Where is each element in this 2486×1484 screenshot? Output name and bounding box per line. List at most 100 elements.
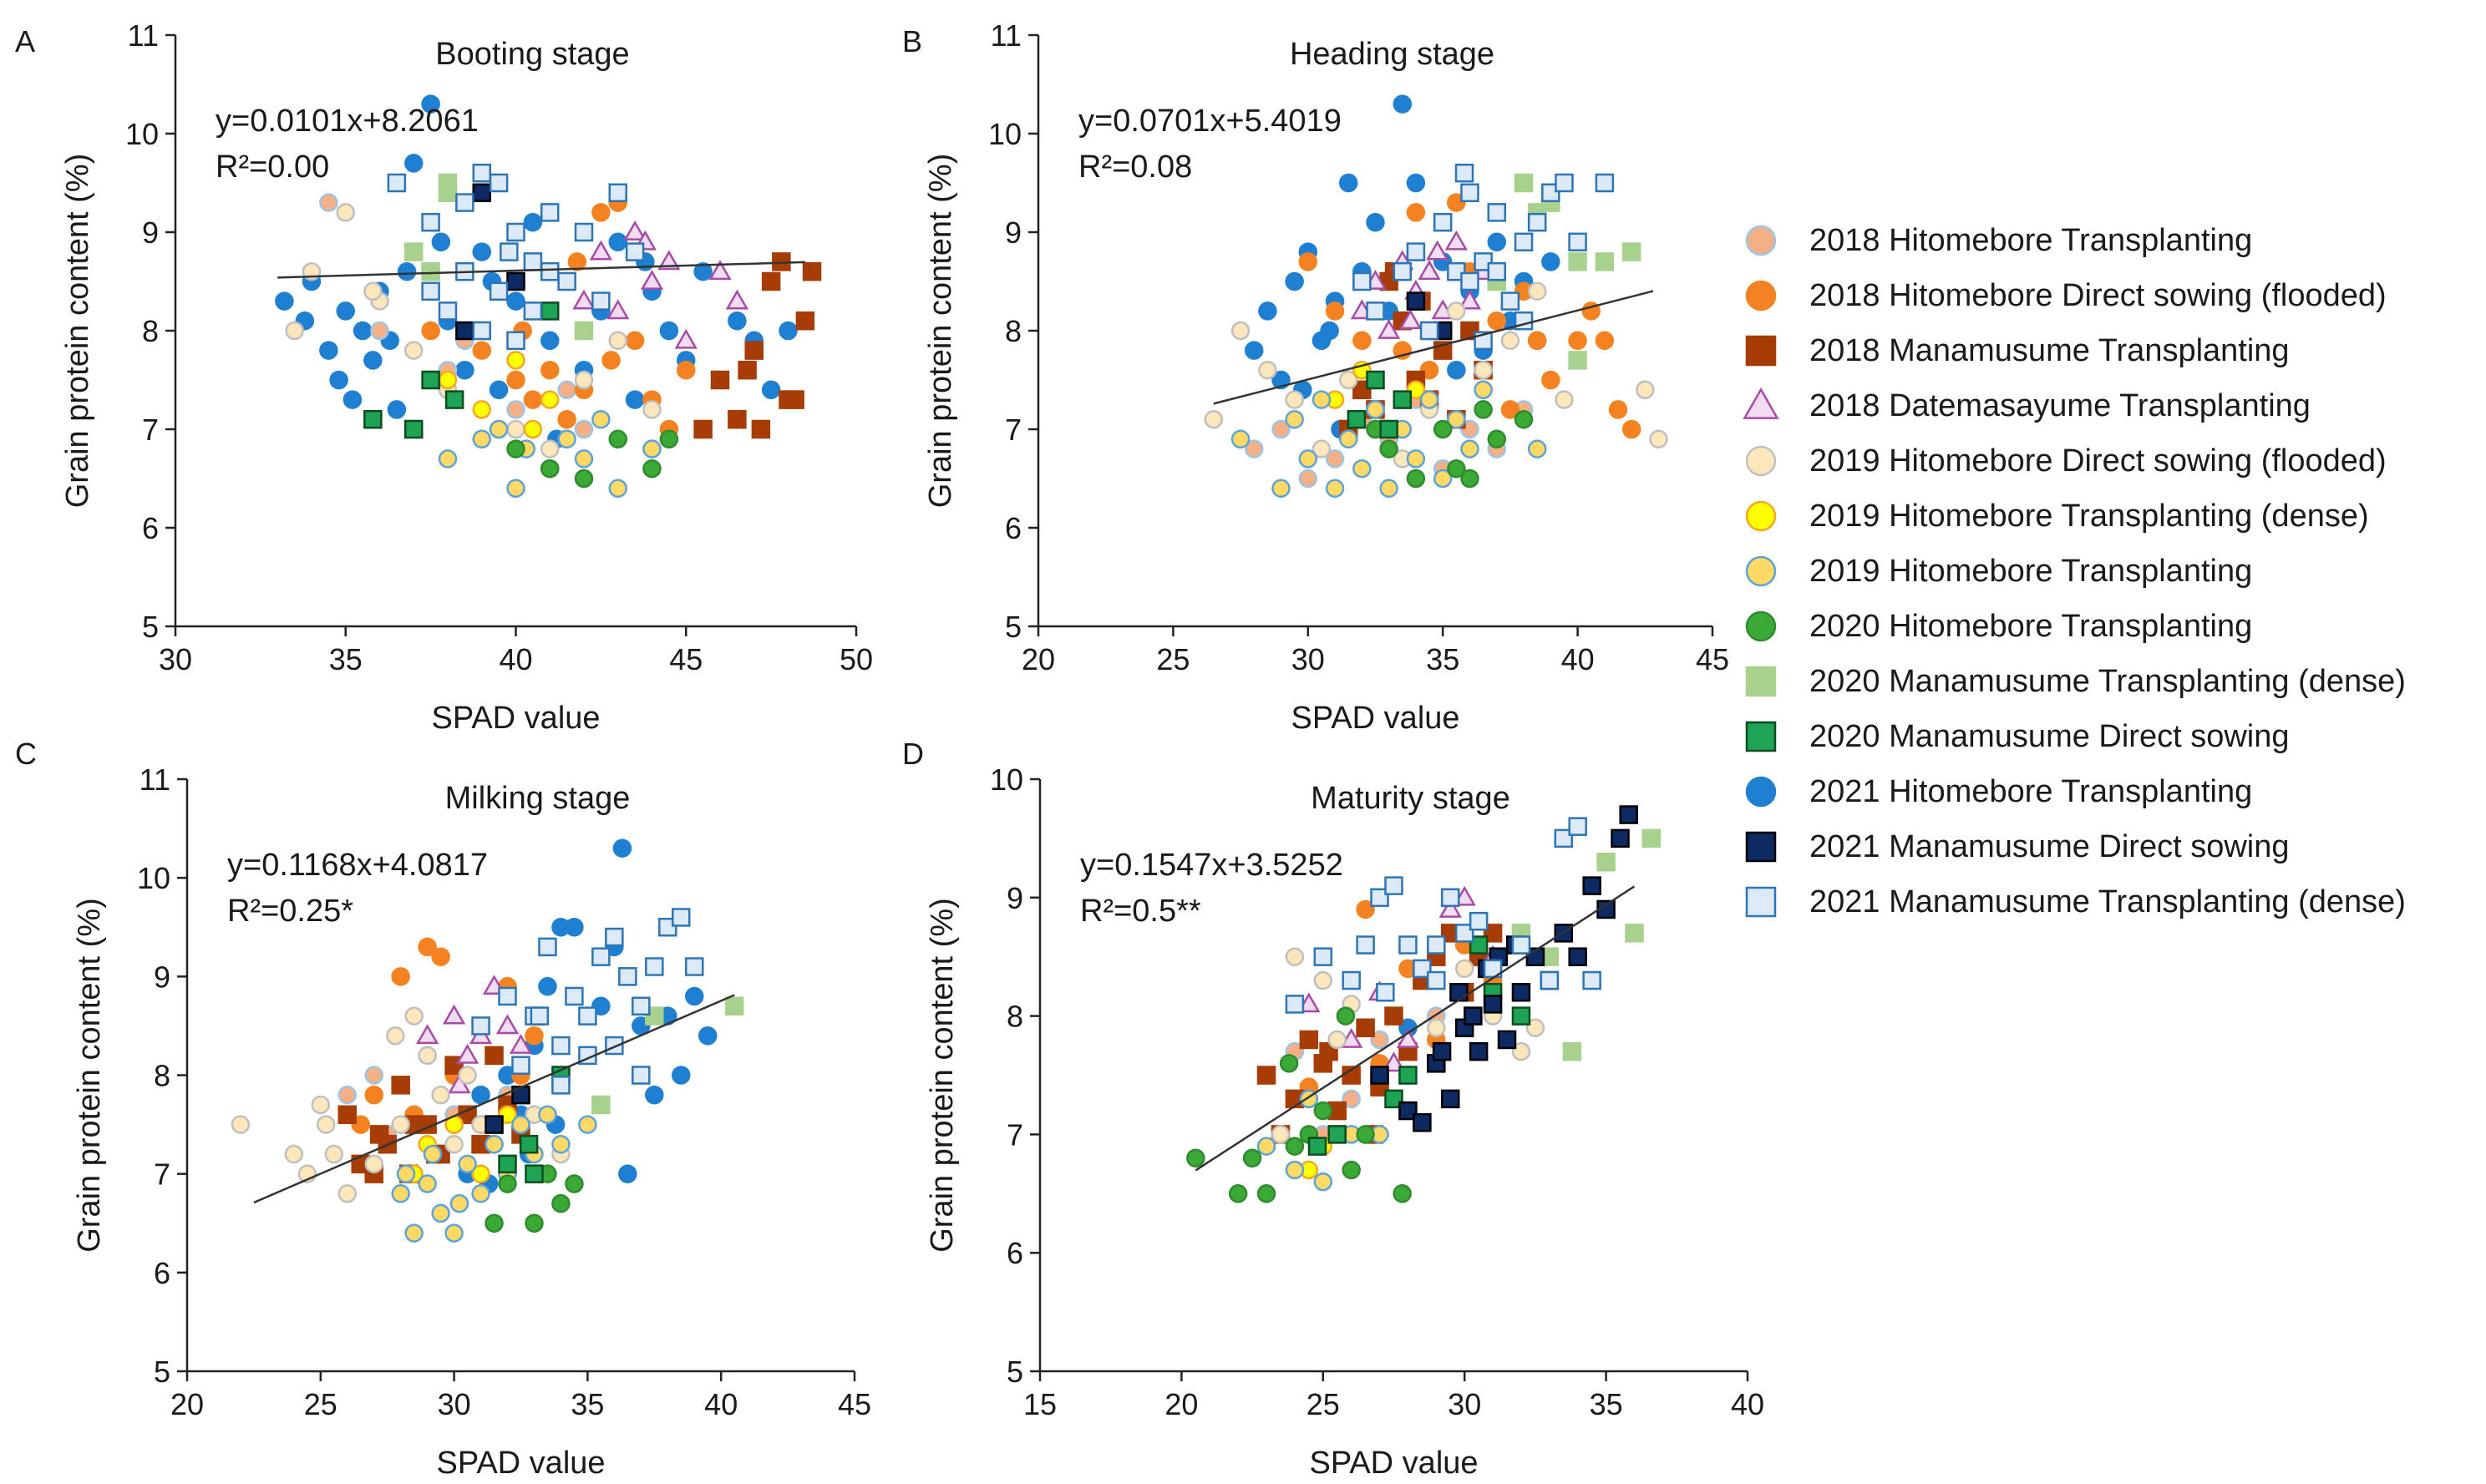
x-tick-label: 30 (1291, 642, 1325, 676)
data-point (1325, 301, 1345, 321)
data-point (1555, 173, 1574, 193)
data-point (1271, 370, 1291, 390)
chart-title: Maturity stage (1311, 781, 1510, 816)
data-point (530, 1006, 550, 1026)
data-point (642, 439, 662, 458)
y-tick-label: 11 (140, 762, 170, 797)
data-point (1313, 947, 1333, 966)
data-point (364, 1154, 383, 1174)
data-point (591, 409, 611, 429)
data-point (364, 1066, 383, 1085)
data-point (1393, 1184, 1412, 1203)
data-point (591, 291, 611, 311)
data-point (1427, 1018, 1446, 1038)
data-point (489, 173, 509, 193)
data-point (1568, 351, 1587, 370)
r-squared-label: R²=0.00 (216, 149, 329, 185)
data-point (1474, 360, 1493, 380)
data-point (1352, 331, 1372, 351)
data-point (311, 1095, 331, 1115)
data-point (1384, 1006, 1403, 1026)
data-point (404, 419, 424, 439)
data-point (1582, 970, 1601, 990)
data-point (1469, 1041, 1489, 1061)
series-s10 (363, 301, 560, 439)
data-point (455, 193, 474, 212)
data-point (1285, 409, 1304, 429)
data-point (472, 341, 491, 360)
data-point (363, 351, 383, 370)
data-point (1342, 1089, 1361, 1109)
legend-marker (1745, 500, 1777, 532)
data-point (404, 154, 424, 173)
series-s7 (391, 1105, 597, 1243)
data-point (1398, 309, 1423, 330)
data-point (632, 996, 651, 1016)
x-tick-label: 20 (1164, 1387, 1198, 1421)
data-point (337, 1105, 358, 1125)
data-point (431, 947, 450, 966)
data-point (1527, 331, 1547, 351)
data-point (319, 193, 338, 212)
x-tick-label: 30 (438, 1387, 471, 1421)
legend-label: 2020 Manamusume Transplanting (dense) (1809, 663, 2406, 699)
data-point (1406, 242, 1426, 261)
data-point (785, 390, 804, 409)
data-point (431, 1085, 450, 1105)
data-point (1406, 203, 1426, 222)
data-point (495, 1014, 520, 1035)
data-point (645, 1085, 664, 1105)
data-point (1447, 360, 1466, 380)
data-point (391, 1115, 410, 1134)
data-point (472, 163, 491, 183)
data-point (1352, 458, 1372, 479)
data-point (506, 400, 525, 419)
data-point (698, 1026, 718, 1046)
legend-item: 2021 Manamusume Transplanting (dense) (1736, 874, 2486, 929)
x-tick-label: 35 (1590, 1387, 1623, 1421)
data-point (1307, 1137, 1327, 1156)
data-point (540, 203, 560, 222)
data-point (1384, 876, 1403, 895)
regression-line (277, 261, 805, 279)
data-point (404, 242, 424, 261)
data-point (421, 321, 440, 341)
data-point (1356, 1018, 1375, 1038)
data-point (458, 1066, 477, 1085)
data-point (1258, 360, 1277, 380)
data-point (1347, 409, 1367, 429)
data-point (612, 838, 632, 858)
data-point (391, 1076, 410, 1095)
data-point (1406, 291, 1426, 311)
data-point (608, 183, 627, 203)
data-point (1327, 1030, 1347, 1050)
data-point (1325, 449, 1345, 468)
legend-marker-icon (1745, 445, 1777, 477)
data-point (1460, 271, 1479, 291)
data-point (1433, 468, 1453, 489)
x-tick-label: 30 (159, 642, 192, 676)
data-point (728, 409, 747, 429)
data-point (1500, 400, 1520, 419)
data-point (485, 1046, 504, 1066)
data-point (567, 252, 587, 271)
data-point (728, 311, 747, 331)
regression-equation: y=0.0701x+5.4019 (1078, 104, 1342, 139)
data-point (1356, 1125, 1375, 1144)
legend-marker-icon (1745, 500, 1777, 532)
data-point (1514, 409, 1534, 429)
data-point (540, 261, 560, 281)
data-point (625, 242, 645, 261)
data-point (363, 281, 383, 301)
legend-marker (1745, 225, 1777, 256)
series-s8 (485, 1164, 584, 1233)
data-point (1338, 370, 1358, 390)
data-point (1342, 970, 1361, 990)
panel-d: D 5 6 7 8 9 10 15 20 25 30 35 40 SPAD value Grain prot… (902, 737, 1764, 1481)
data-point (1582, 876, 1601, 895)
data-point (1525, 1018, 1545, 1038)
chart-title: Heading stage (1290, 37, 1494, 72)
chart-title: Booting stage (435, 37, 629, 72)
data-point (396, 1164, 416, 1183)
